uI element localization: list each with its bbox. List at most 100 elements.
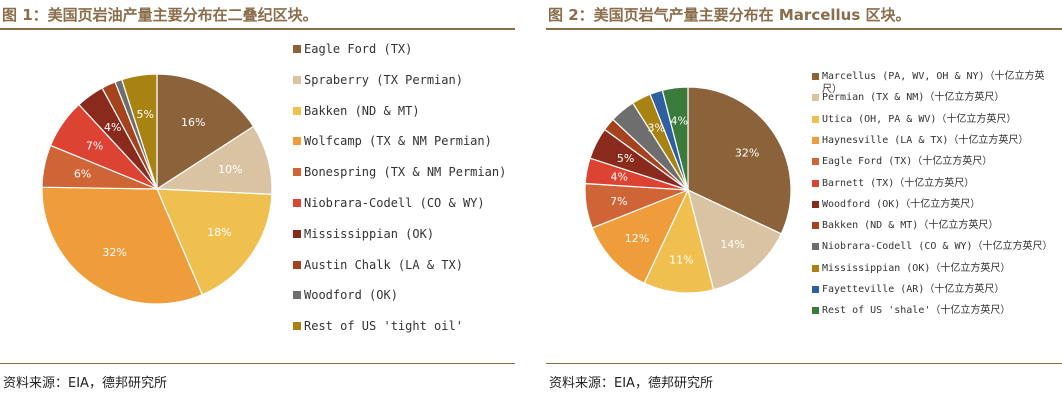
legend-2-label-1: Permian (TX & NM)（十亿立方英尺）: [822, 92, 1005, 104]
pie-1-label-5: 7%: [86, 140, 103, 153]
legend-1-label-0: Eagle Ford (TX): [304, 42, 413, 56]
figure-2-source: 资料来源：EIA，德邦研究所: [549, 376, 713, 391]
legend-1-label-6: Mississippian (OK): [304, 226, 435, 241]
figure-2-title: 图 2：美国页岩气产量主要分布在 Marcellus 区块。: [548, 6, 911, 24]
legend-1-swatch-7: [293, 260, 301, 269]
figure-2-bottom-rule: [546, 363, 1062, 364]
pie-1-label-6: 4%: [104, 121, 121, 134]
gas-pie-chart: 32% 14% 11% 12% 7% 4% 5% 3% 4%: [584, 86, 792, 294]
legend-2-item-4: Eagle Ford (TX)（十亿立方英尺）: [812, 155, 1058, 168]
pie-2-label-0: 32%: [735, 146, 759, 159]
legend-2-swatch-11: [812, 307, 819, 315]
pie-1-slice-1: [155, 125, 273, 195]
legend-2-item-11: Rest of US 'shale'（十亿立方英尺）: [812, 304, 1058, 317]
legend-1-swatch-8: [293, 291, 301, 300]
pie-2-label-2: 11%: [669, 254, 693, 267]
pie-1-label-2: 18%: [207, 226, 231, 239]
figure-1-top-rule: [0, 28, 515, 30]
legend-1-label-7: Austin Chalk (LA & TX): [304, 257, 463, 272]
pie-2-slice-1: [687, 188, 782, 291]
figure-1-title: 图 1：美国页岩油产量主要分布在二叠纪区块。: [2, 6, 318, 24]
pie-1-label-3: 32%: [102, 246, 126, 259]
legend-2-swatch-0: [812, 73, 819, 80]
pie-1-slice-0: [156, 73, 255, 191]
legend-1-label-4: Bonespring (TX & NM Permian): [304, 165, 507, 180]
pie-2-slice-0: [687, 86, 792, 235]
legend-2-swatch-10: [812, 286, 819, 293]
pie-2-label-5: 4%: [611, 171, 628, 184]
legend-1-label-2: Bakken (ND & MT): [304, 103, 420, 118]
legend-2-swatch-6: [812, 200, 819, 208]
legend-2-label-11: Rest of US 'shale'（十亿立方英尺）: [822, 305, 1011, 317]
legend-1-item-4: Bonespring (TX & NM Permian): [293, 165, 514, 179]
oil-pie-chart: 16% 10% 18% 32% 6% 7%4% 5%: [41, 73, 273, 305]
legend-2-label-9: Mississippian (OK)（十亿立方英尺）: [822, 262, 1011, 274]
legend-2-item-6: Woodford (OK)（十亿立方英尺）: [812, 198, 1058, 211]
pie-2-slice-3: [591, 188, 690, 284]
legend-1-label-9: Rest of US 'tight oil': [304, 319, 463, 334]
legend-2-label-5: Barnett (TX)（十亿立方英尺）: [822, 177, 975, 189]
pie-1-slice-9: [121, 73, 158, 190]
pie-2-label-6: 5%: [617, 152, 634, 165]
legend-2-label-7: Bakken (ND & MT)（十亿立方英尺）: [822, 220, 999, 232]
legend-1-label-5: Niobrara-Codell (CO & WY): [304, 196, 485, 210]
legend-1-label-1: Spraberry (TX Permian): [304, 72, 463, 87]
legend-2-item-9: Mississippian (OK)（十亿立方英尺）: [812, 262, 1058, 275]
pie-1-slice-2: [156, 188, 273, 296]
legend-2-swatch-9: [812, 264, 819, 272]
legend-1-label-8: Woodford (OK): [304, 288, 398, 303]
legend-2-swatch-8: [812, 243, 819, 251]
legend-1-swatch-5: [293, 199, 301, 207]
legend-2-label-6: Woodford (OK)（十亿立方英尺）: [822, 198, 981, 210]
legend-2-item-8: Niobrara-Codell (CO & WY)（十亿立方英尺）: [812, 240, 1058, 253]
pie-1-slice-3: [41, 186, 204, 305]
legend-2-swatch-5: [812, 179, 819, 187]
legend-2-item-1: Permian (TX & NM)（十亿立方英尺）: [812, 91, 1058, 104]
figure-1-source: 资料来源：EIA，德邦研究所: [3, 376, 167, 391]
legend-2-item-10: Fayetteville (AR)（十亿立方英尺）: [812, 283, 1058, 296]
legend-2-label-0: Marcellus (PA, WV, OH & NY)（十亿立方英尺）: [822, 71, 1045, 95]
legend-2-label-4: Eagle Ford (TX)（十亿立方英尺）: [822, 156, 993, 168]
pie-1-label-0: 16%: [181, 116, 205, 129]
pie-2-label-1: 14%: [720, 238, 744, 251]
legend-1-item-0: Eagle Ford (TX): [293, 42, 514, 56]
legend-1-swatch-4: [293, 168, 301, 177]
legend-1-label-3: Wolfcamp (TX & NM Permian): [304, 134, 492, 149]
legend-2-swatch-1: [812, 94, 819, 102]
legend-2-label-2: Utica (OH, PA & WV)（十亿立方英尺）: [822, 113, 1017, 125]
legend-1-item-8: Woodford (OK): [293, 288, 514, 302]
legend-1-item-5: Niobrara-Codell (CO & WY): [293, 196, 514, 210]
pie-2-label-4: 7%: [610, 195, 627, 208]
legend-2-label-3: Haynesville (LA & TX)（十亿立方英尺）: [822, 134, 1029, 146]
legend-2-swatch-4: [812, 158, 819, 166]
pie-2-label-11: 4%: [671, 114, 688, 127]
legend-1-item-7: Austin Chalk (LA & TX): [293, 258, 514, 272]
legend-1-swatch-0: [293, 45, 301, 53]
legend-1-swatch-6: [293, 229, 301, 238]
figure-1-bottom-rule: [0, 363, 515, 364]
legend-2-swatch-3: [812, 136, 819, 144]
legend-2-swatch-2: [812, 115, 819, 123]
legend-2-item-5: Barnett (TX)（十亿立方英尺）: [812, 177, 1058, 190]
legend-2-label-10: Fayetteville (AR)（十亿立方英尺）: [822, 284, 1005, 295]
legend-1-swatch-3: [293, 137, 301, 146]
legend-1-item-6: Mississippian (OK): [293, 227, 514, 241]
figure-1-panel: 图 1：美国页岩油产量主要分布在二叠纪区块。 16% 10% 18% 32% 6% 7% 4…: [0, 0, 515, 403]
pie-1-label-4: 6%: [74, 168, 91, 181]
legend-1-item-2: Bakken (ND & MT): [293, 104, 514, 118]
legend-1-swatch-2: [293, 106, 301, 115]
legend-2-item-7: Bakken (ND & MT)（十亿立方英尺）: [812, 219, 1058, 232]
legend-2-item-3: Haynesville (LA & TX)（十亿立方英尺）: [812, 134, 1058, 147]
pie-2-slice-11: [661, 86, 689, 191]
pie-2-label-3: 12%: [625, 232, 649, 245]
legend-1-item-9: Rest of US 'tight oil': [293, 319, 514, 333]
legend-1-swatch-1: [293, 75, 301, 84]
pie-1-label-1: 10%: [218, 163, 242, 176]
pie-1-label-9: 5%: [137, 108, 154, 121]
figure-2-panel: 图 2：美国页岩气产量主要分布在 Marcellus 区块。 32% 14% 11%…: [546, 0, 1062, 403]
legend-1-swatch-9: [293, 322, 301, 331]
legend-2-item-0: Marcellus (PA, WV, OH & NY)（十亿立方英尺）: [812, 70, 1058, 96]
figure-2-top-rule: [546, 28, 1062, 30]
legend-1-item-3: Wolfcamp (TX & NM Permian): [293, 134, 514, 148]
pie-2-label-9: 3%: [647, 121, 664, 134]
